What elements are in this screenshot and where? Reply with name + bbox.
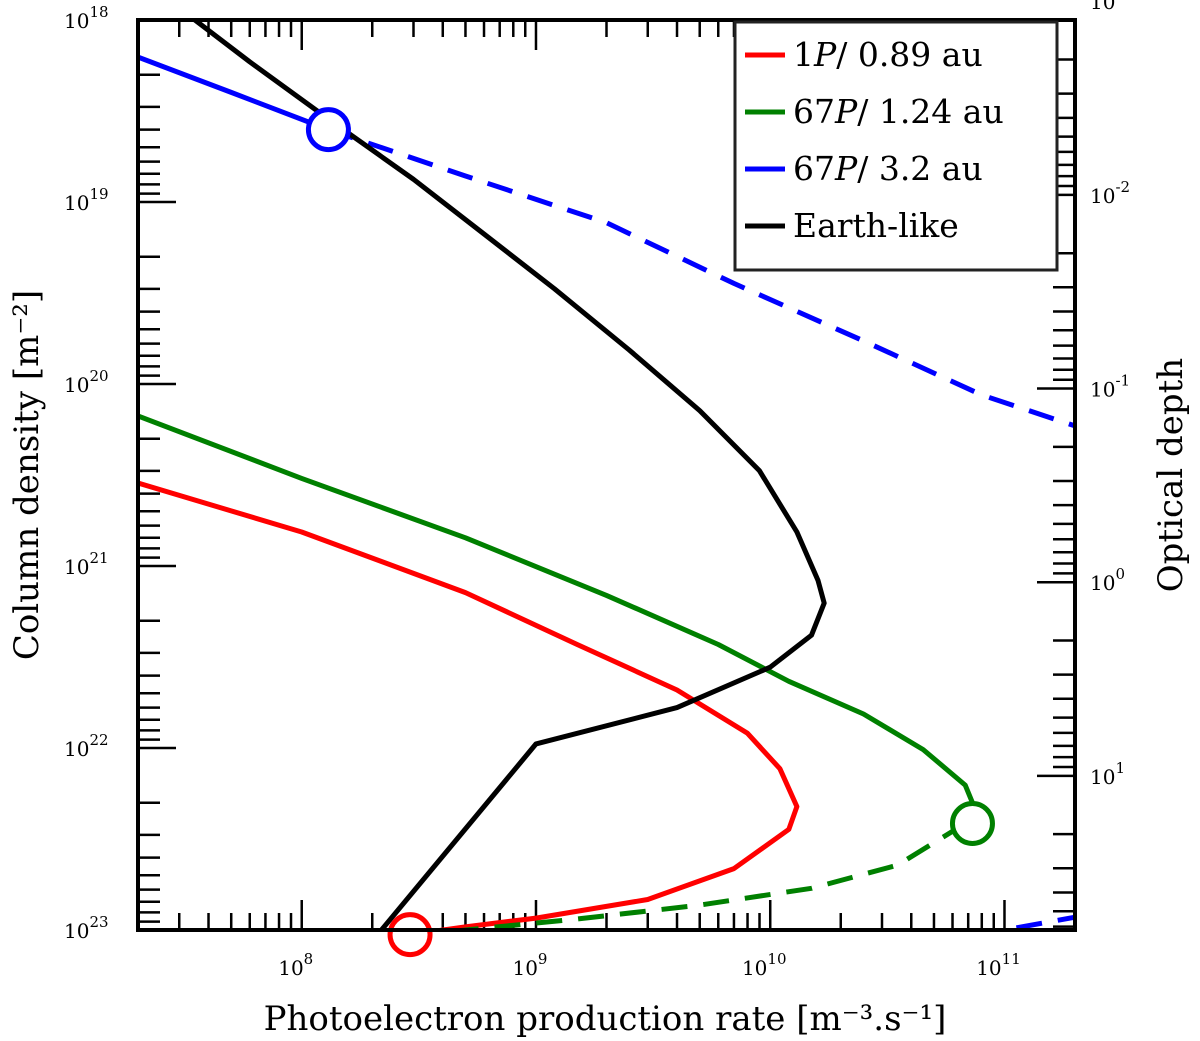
series-1 <box>138 413 975 930</box>
y-tick-label-exponent: 23 <box>89 913 108 931</box>
y2-tick-label: 10-3 <box>1090 0 1130 14</box>
x-tick-label-exponent: 9 <box>538 950 548 968</box>
y-tick-label-exponent: 19 <box>89 185 108 203</box>
legend-label-main: 1 <box>793 35 814 74</box>
y-tick-label: 1023 <box>64 913 109 943</box>
series-line <box>193 20 827 930</box>
plot-frame <box>136 18 1077 932</box>
series-dashed-line <box>138 935 410 962</box>
legend-label-rest: / 1.24 au <box>857 92 1004 131</box>
series-marker-0 <box>387 912 433 958</box>
y2-tick-label: 101 <box>1090 759 1125 789</box>
legend-label-italic: P <box>813 35 837 74</box>
series-3 <box>193 20 827 930</box>
plot-series <box>138 20 1075 962</box>
y-tick-label: 1019 <box>64 185 109 215</box>
y-tick-label: 1018 <box>64 3 109 33</box>
series-2 <box>138 54 1075 930</box>
y2-tick-label-exponent: 1 <box>1115 759 1125 777</box>
legend-label-italic: P <box>834 149 858 188</box>
series-dashed-line <box>327 127 1075 429</box>
y-tick-label-exponent: 18 <box>89 3 108 21</box>
legend-label-rest: / 3.2 au <box>857 149 983 188</box>
y2-tick-label-exponent: -3 <box>1115 0 1130 2</box>
legend-label: 67P/ 3.2 au <box>793 149 983 188</box>
y2-tick-label: 10-1 <box>1090 372 1130 402</box>
x-tick-label: 1010 <box>742 950 787 980</box>
y2-tick-label-exponent: -2 <box>1115 178 1130 196</box>
x-tick-label-exponent: 11 <box>1002 950 1021 968</box>
legend-label-main: 67 <box>793 149 835 188</box>
legend-label: Earth-like <box>793 206 959 245</box>
x-axis-label: Photoelectron production rate [m⁻³.s⁻¹] <box>264 999 947 1039</box>
series-0 <box>138 480 800 962</box>
legend-label-rest: / 0.89 au <box>836 35 983 74</box>
series-line <box>138 54 330 132</box>
y2-tick-label: 10-2 <box>1090 178 1130 208</box>
y-tick-label-exponent: 20 <box>89 367 108 385</box>
y2-axis-label: Optical depth <box>1151 358 1191 592</box>
legend-label: 1P/ 0.89 au <box>793 35 983 74</box>
y-tick-label-exponent: 21 <box>89 549 108 567</box>
x-tick-label-exponent: 8 <box>304 950 314 968</box>
legend-label-main: 67 <box>793 92 835 131</box>
series-marker-2 <box>305 107 351 153</box>
y2-tick-label-exponent: -1 <box>1115 372 1130 390</box>
series-line <box>138 480 800 930</box>
y2-tick-label: 100 <box>1090 565 1125 595</box>
x-tick-label: 1011 <box>976 950 1021 980</box>
y-tick-label: 1022 <box>64 731 109 761</box>
y2-tick-label-exponent: 0 <box>1115 565 1125 583</box>
legend-box <box>733 20 1059 272</box>
legend-label-italic: P <box>834 92 858 131</box>
legend-label: 67P/ 1.24 au <box>793 92 1004 131</box>
y-tick-label-exponent: 22 <box>89 731 108 749</box>
x-tick-label: 109 <box>512 950 547 980</box>
series-line <box>138 413 975 804</box>
x-tick-label: 108 <box>278 950 313 980</box>
y-tick-label: 1021 <box>64 549 109 579</box>
y-tick-label: 1020 <box>64 367 109 397</box>
x-tick-label-exponent: 10 <box>767 950 786 968</box>
y-axis-label: Column density [m⁻²] <box>7 290 47 660</box>
series-marker-1 <box>949 801 995 847</box>
series-dashed-line <box>444 821 967 930</box>
legend-label-main: Earth-like <box>793 206 959 245</box>
